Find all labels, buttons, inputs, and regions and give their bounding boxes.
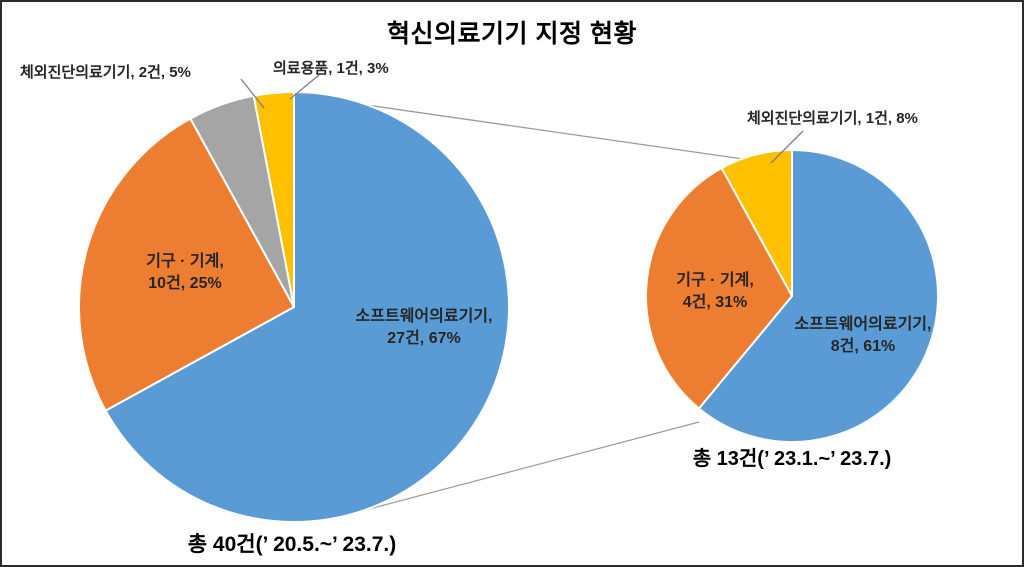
pie-slice-recent-1 — [645, 167, 793, 410]
callout-label-medical-supplies: 의료용품, 1건, 3% — [273, 60, 389, 77]
chart-title: 혁신의료기기 지정 현황 — [387, 20, 637, 48]
series-line-bottom — [353, 421, 700, 514]
pie-slice-total-1 — [77, 117, 295, 412]
total-label-right: 총 13건(’ 23.1.~’ 23.7.) — [692, 448, 892, 470]
total-label-left: 총 40건(’ 20.5.~’ 23.7.) — [187, 533, 397, 556]
callout-label-ivd-recent: 체외진단의료기기, 1건, 8% — [747, 110, 918, 127]
slice-label-software-total: 소프트웨어의료기기, 27건, 67% — [355, 308, 493, 348]
pie-recent — [645, 149, 940, 443]
callout-label-ivd-total: 체외진단의료기기, 2건, 5% — [20, 64, 191, 81]
leader-line-ivd-recent — [770, 130, 804, 164]
leader-line-ivd-total — [240, 78, 265, 109]
pie-slice-total-0 — [104, 91, 510, 523]
slice-label-instruments-recent: 기구 · 기계, 4건, 31% — [676, 272, 754, 312]
pie-slice-recent-0 — [697, 149, 940, 443]
slice-label-instruments-total: 기구 · 기계, 10건, 25% — [146, 253, 224, 293]
pie-slice-recent-2 — [720, 149, 793, 297]
leader-line-medical-supplies — [289, 74, 320, 100]
slice-label-software-recent: 소프트웨어의료기기, 8건, 61% — [794, 316, 932, 356]
